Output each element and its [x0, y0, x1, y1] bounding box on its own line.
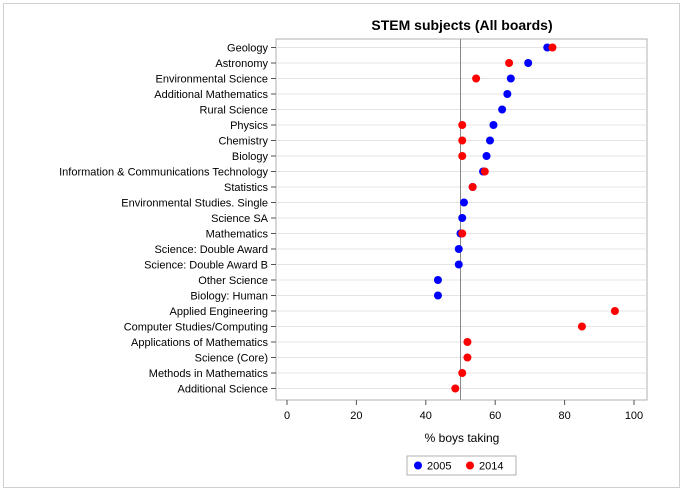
- data-point-2014: [458, 369, 467, 377]
- data-point-2005: [485, 136, 494, 145]
- x-axis: 0 20 40 60 80 100: [284, 400, 643, 422]
- category-label: Science (Core): [195, 353, 268, 365]
- data-point-2014: [463, 353, 472, 362]
- x-tick-label: 40: [420, 410, 432, 422]
- category-label: Additional Science: [177, 384, 268, 396]
- x-tick-label: 0: [284, 410, 290, 422]
- data-point-2005: [503, 90, 512, 98]
- data-point-2014: [458, 152, 467, 160]
- plot-area: [275, 38, 648, 401]
- data-point-2014: [505, 59, 514, 67]
- category-label: Science: Double Award: [154, 244, 268, 256]
- data-point-2005: [454, 245, 463, 253]
- data-point-2014: [577, 322, 586, 331]
- category-label: Environmental Science: [155, 74, 268, 86]
- legend-label: 2005: [427, 461, 451, 473]
- chart-title: STEM subjects (All boards): [371, 17, 552, 33]
- data-point-2014: [458, 229, 467, 238]
- data-point-2014: [451, 384, 460, 393]
- data-point-2005: [458, 214, 467, 222]
- category-label: Environmental Studies. Single: [121, 198, 268, 210]
- category-label: Chemistry: [218, 136, 268, 148]
- data-point-2005: [459, 198, 468, 207]
- legend-marker-2014: [466, 461, 474, 470]
- category-labels: Geology Astronomy Environmental Science Add…: [59, 43, 276, 396]
- category-label: Rural Science: [200, 105, 268, 117]
- category-label: Biology: Human: [190, 291, 268, 303]
- data-point-2014: [472, 74, 481, 83]
- x-tick-label: 20: [350, 410, 362, 422]
- legend: 2005 2014: [406, 455, 517, 476]
- data-point-2005: [506, 74, 515, 83]
- category-label: Biology: [232, 151, 269, 163]
- legend-label: 2014: [479, 461, 503, 473]
- category-label: Other Science: [198, 275, 268, 287]
- data-point-2005: [433, 276, 442, 284]
- legend-marker-2005: [414, 461, 422, 470]
- category-label: Geology: [227, 43, 268, 55]
- category-label: Physics: [230, 120, 268, 132]
- data-point-2014: [463, 338, 472, 346]
- data-point-2005: [489, 121, 498, 129]
- category-label: Mathematics: [206, 229, 269, 241]
- category-label: Additional Mathematics: [154, 89, 268, 101]
- category-label: Applications of Mathematics: [131, 337, 268, 349]
- data-point-2014: [480, 167, 489, 176]
- data-point-2014: [610, 307, 619, 315]
- category-label: Science: Double Award B: [144, 260, 268, 272]
- category-label: Statistics: [224, 182, 269, 194]
- x-tick-label: 80: [558, 410, 570, 422]
- category-label: Applied Engineering: [170, 306, 268, 318]
- x-tick-label: 60: [489, 410, 501, 422]
- category-label: Science SA: [211, 213, 269, 225]
- data-point-2014: [458, 121, 467, 129]
- data-point-2005: [524, 59, 533, 67]
- data-point-2005: [482, 152, 491, 160]
- category-label: Information & Communications Technology: [59, 167, 268, 179]
- x-axis-label: % boys taking: [425, 431, 500, 445]
- data-point-2014: [458, 136, 467, 145]
- data-point-2005: [498, 105, 507, 114]
- category-label: Computer Studies/Computing: [124, 322, 268, 334]
- legend-box: [406, 455, 517, 476]
- data-point-2014: [468, 183, 477, 191]
- category-label: Methods in Mathematics: [149, 368, 269, 380]
- chart-frame: [3, 3, 680, 488]
- data-points: [433, 43, 619, 393]
- data-point-2005: [433, 291, 442, 300]
- data-point-2005: [454, 260, 463, 269]
- data-point-2014: [548, 43, 557, 52]
- x-tick-label: 100: [625, 410, 643, 422]
- category-label: Astronomy: [215, 58, 268, 70]
